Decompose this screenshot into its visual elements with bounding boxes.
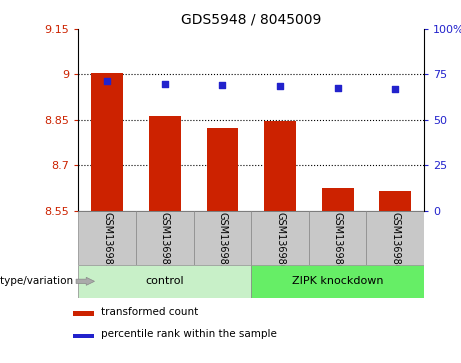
Point: [277, 83, 284, 89]
FancyBboxPatch shape: [78, 211, 136, 265]
Text: transformed count: transformed count: [101, 307, 198, 317]
Text: GSM1369858: GSM1369858: [218, 212, 227, 277]
Text: GSM1369857: GSM1369857: [160, 212, 170, 277]
Point: [219, 82, 226, 88]
Point: [334, 85, 341, 91]
Text: GSM1369856: GSM1369856: [102, 212, 112, 277]
FancyBboxPatch shape: [251, 265, 424, 298]
Point: [103, 78, 111, 83]
Text: genotype/variation: genotype/variation: [0, 276, 74, 286]
Bar: [91, 73, 123, 211]
Point: [392, 86, 399, 92]
Bar: [149, 116, 181, 211]
Title: GDS5948 / 8045009: GDS5948 / 8045009: [181, 12, 321, 26]
FancyBboxPatch shape: [251, 211, 309, 265]
FancyBboxPatch shape: [78, 265, 251, 298]
FancyBboxPatch shape: [194, 211, 251, 265]
Bar: [207, 128, 238, 211]
Bar: [322, 188, 354, 211]
Text: percentile rank within the sample: percentile rank within the sample: [101, 329, 277, 339]
FancyBboxPatch shape: [136, 211, 194, 265]
FancyBboxPatch shape: [366, 211, 424, 265]
Text: ZIPK knockdown: ZIPK knockdown: [292, 276, 384, 286]
FancyBboxPatch shape: [309, 211, 366, 265]
Text: GSM1369862: GSM1369862: [275, 212, 285, 277]
Point: [161, 82, 169, 87]
Text: GSM1369864: GSM1369864: [390, 212, 400, 277]
Text: control: control: [146, 276, 184, 286]
Bar: [73, 334, 94, 338]
Bar: [379, 191, 411, 211]
Bar: [73, 311, 94, 315]
Text: GSM1369863: GSM1369863: [333, 212, 343, 277]
Bar: [264, 121, 296, 211]
